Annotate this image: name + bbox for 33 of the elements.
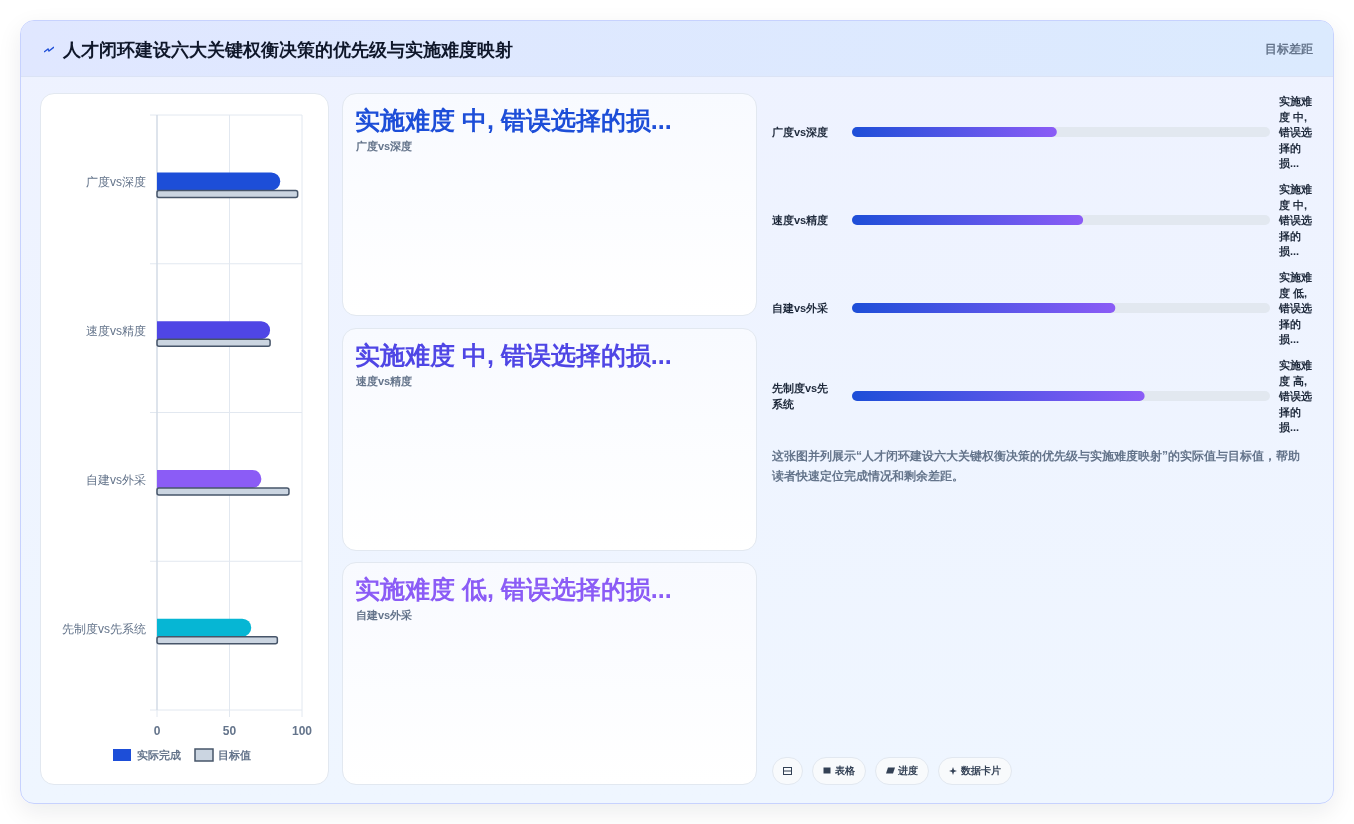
text: 目标差距 [1265,41,1313,58]
legend-label: 目标值 [218,749,251,761]
y-tick-label: 自建vs外采 [86,472,146,487]
text: 进度 [898,764,918,778]
legend-label: 实际完成 [137,749,181,761]
y-tick-label: 自建vs外采 [772,301,830,316]
text: 这张图并列展示“人才闭环建设六大关键权衡决策的优先级与实施难度映射”的实际值与目标值，帮助读者快速定位完成情况和剩余差距。 [772,448,1301,485]
bar [157,321,271,340]
text: 实施难度 低, 错误选择的损... [1279,271,1312,346]
text: 速度vs精度 [356,373,413,389]
bar [157,172,281,191]
x-tick-label: 50 [222,724,237,738]
text: 数据卡片 [961,764,1001,778]
x-tick-label: 0 [153,724,161,738]
text: 人才闭环建设六大关键权衡决策的优先级与实施难度映射 [63,39,513,62]
text: 实施难度 中, 错误选择的损... [1279,95,1312,170]
y-tick-label: 广度vs深度 [772,125,830,140]
bar [157,469,262,488]
text: 实施难度 中, 错误选择的损... [355,105,672,136]
text: 实施难度 高, 错误选择的损... [1279,359,1312,434]
text: 表格 [835,764,855,778]
text: 实施难度 低, 错误选择的损... [355,574,672,605]
text: 广度vs深度 [356,139,413,154]
y-tick-label: 先制度vs先系统 [62,621,146,636]
bar [157,618,252,637]
y-tick-label: 速度vs精度 [772,213,830,228]
text: 实施难度 中, 错误选择的损... [1279,183,1312,258]
y-tick-label: 先制度vs先系统 [772,381,830,412]
text: 实施难度 中, 错误选择的损... [355,339,672,371]
y-tick-label: 速度vs精度 [86,324,146,339]
x-tick-label: 100 [291,724,313,738]
text: 自建vs外采 [356,608,413,623]
y-tick-label: 广度vs深度 [86,175,146,190]
